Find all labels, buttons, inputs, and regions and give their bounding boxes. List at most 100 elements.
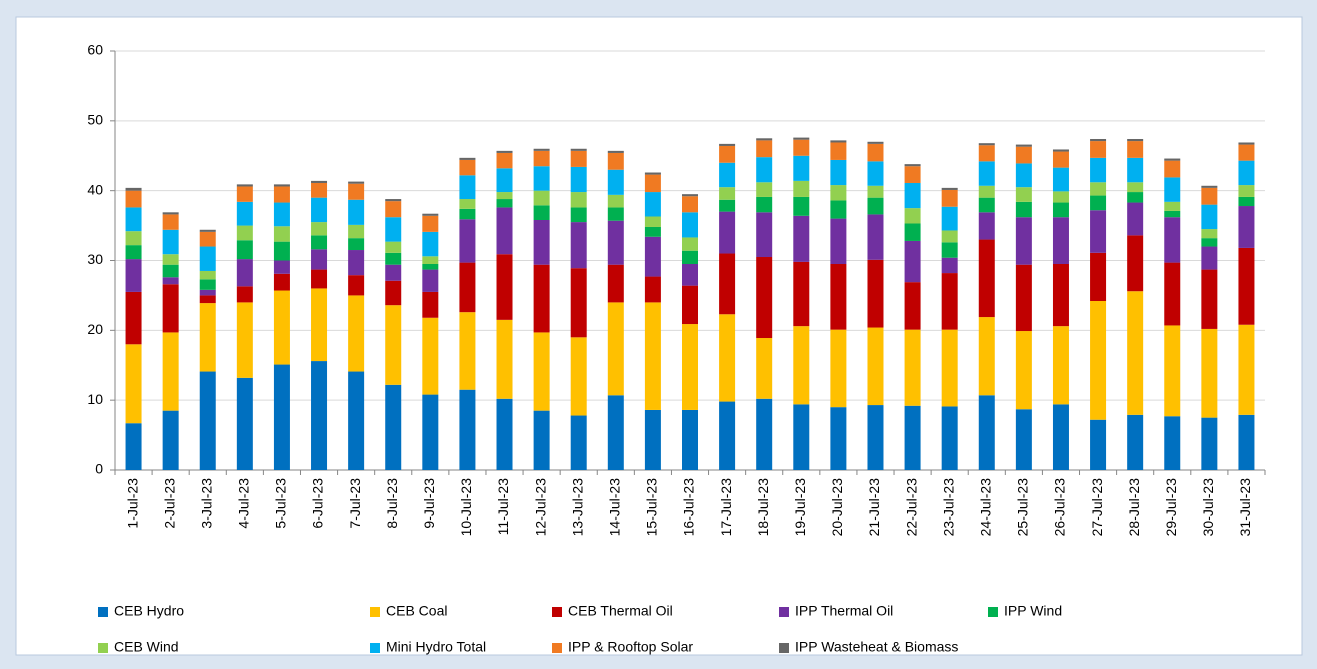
legend-label: CEB Thermal Oil [568, 603, 673, 619]
bar-segment [1090, 157, 1107, 183]
bar-segment [941, 206, 958, 231]
bar-segment [162, 254, 179, 265]
bar-segment [1052, 167, 1069, 192]
bar-segment [385, 241, 402, 253]
bar-segment [793, 180, 810, 197]
bar-segment [719, 314, 736, 402]
x-tick-label: 17-Jul-23 [718, 478, 734, 537]
bar-segment [1052, 149, 1069, 152]
bar-segment [459, 175, 476, 200]
x-tick-label: 28-Jul-23 [1126, 478, 1142, 537]
bar-segment [311, 197, 328, 223]
bar-segment [348, 183, 365, 200]
x-tick-label: 14-Jul-23 [607, 478, 623, 537]
bar-segment [1015, 187, 1032, 202]
bar-segment [607, 152, 624, 170]
bar-segment [756, 212, 773, 258]
bar-segment [830, 185, 847, 201]
bar-segment [1164, 160, 1181, 178]
x-tick-label: 18-Jul-23 [755, 478, 771, 537]
bar-segment [273, 260, 290, 274]
bar-segment [533, 264, 550, 333]
bar-segment [422, 231, 439, 257]
legend-label: IPP Thermal Oil [795, 603, 893, 619]
bar-segment [533, 410, 550, 470]
bar-segment [1127, 141, 1144, 158]
bar-segment [311, 222, 328, 236]
bar-segment [978, 395, 995, 470]
bar-segment [236, 184, 253, 187]
bar-segment [348, 371, 365, 470]
bar-segment [1127, 235, 1144, 292]
bar-segment [496, 319, 513, 399]
bar-segment [125, 231, 142, 246]
legend-swatch [98, 607, 108, 617]
bar-segment [199, 295, 216, 304]
bar-segment [199, 231, 216, 247]
bar-segment [904, 329, 921, 406]
x-tick-label: 8-Jul-23 [384, 478, 400, 529]
bar-segment [904, 223, 921, 241]
bar-segment [1164, 158, 1181, 161]
bar-segment [1164, 201, 1181, 211]
bar-segment [830, 263, 847, 330]
bar-segment [719, 187, 736, 200]
bar-segment [904, 166, 921, 183]
y-tick-label: 50 [87, 112, 103, 128]
bar-segment [236, 302, 253, 378]
bar-segment [311, 361, 328, 470]
bar-segment [311, 249, 328, 270]
bar-segment [496, 150, 513, 153]
bar-segment [570, 337, 587, 416]
x-tick-label: 1-Jul-23 [124, 478, 140, 529]
bar-segment [422, 269, 439, 292]
bar-segment [1201, 187, 1218, 205]
bar-segment [1201, 238, 1218, 247]
bar-segment [978, 143, 995, 146]
x-tick-label: 5-Jul-23 [273, 478, 289, 529]
bar-segment [644, 216, 661, 227]
bar-segment [570, 166, 587, 193]
bar-segment [607, 264, 624, 303]
bar-segment [867, 327, 884, 406]
bar-segment [1015, 409, 1032, 470]
bar-segment [941, 230, 958, 243]
bar-segment [533, 166, 550, 191]
bar-segment [1090, 182, 1107, 196]
bar-segment [1015, 217, 1032, 265]
bar-segment [978, 212, 995, 240]
bar-segment [1052, 326, 1069, 405]
bar-segment [570, 222, 587, 269]
bar-segment [273, 273, 290, 291]
bar-segment [978, 239, 995, 318]
bar-segment [978, 145, 995, 162]
bar-segment [348, 295, 365, 372]
bar-segment [978, 185, 995, 198]
bar-segment [236, 377, 253, 470]
bar-segment [682, 250, 698, 264]
bar-segment [570, 207, 587, 223]
bar-segment [1164, 210, 1181, 218]
bar-segment [533, 219, 550, 265]
x-tick-label: 15-Jul-23 [644, 478, 660, 537]
bar-segment [125, 344, 142, 424]
bar-segment [756, 398, 773, 470]
bar-segment [756, 338, 773, 399]
legend-swatch [370, 643, 380, 653]
bar-segment [570, 150, 587, 167]
bar-segment [273, 364, 290, 470]
x-tick-label: 21-Jul-23 [866, 478, 882, 537]
bar-segment [1238, 142, 1255, 145]
bar-segment [385, 201, 402, 218]
bar-segment [125, 423, 142, 470]
bar-segment [867, 141, 884, 144]
bar-segment [496, 152, 513, 169]
bar-segment [1238, 185, 1255, 197]
bar-segment [533, 148, 550, 151]
bar-segment [719, 253, 736, 315]
bar-segment [385, 264, 402, 281]
bar-segment [162, 277, 179, 285]
bar-segment [533, 205, 550, 220]
bar-segment [830, 200, 847, 219]
bar-segment [1201, 185, 1218, 188]
